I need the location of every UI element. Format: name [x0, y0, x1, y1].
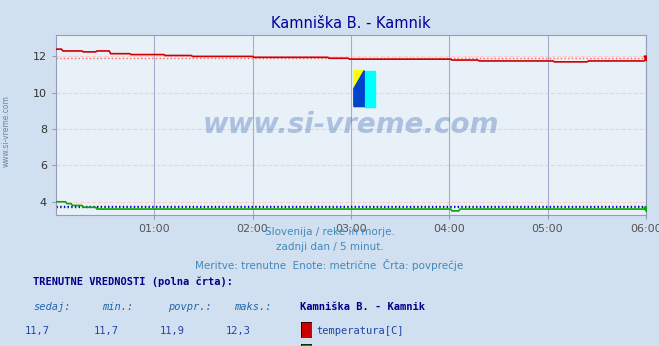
Text: 11,9: 11,9: [159, 326, 185, 336]
Text: 12,3: 12,3: [225, 326, 250, 336]
Polygon shape: [364, 71, 374, 107]
Text: 11,7: 11,7: [24, 326, 49, 336]
Polygon shape: [354, 89, 364, 107]
Text: povpr.:: povpr.:: [168, 302, 212, 312]
Text: Kamniška B. - Kamnik: Kamniška B. - Kamnik: [300, 302, 425, 312]
Text: temperatura[C]: temperatura[C]: [316, 326, 404, 336]
Title: Kamniška B. - Kamnik: Kamniška B. - Kamnik: [271, 16, 431, 31]
Text: Slovenija / reke in morje.
zadnji dan / 5 minut.
Meritve: trenutne  Enote: metri: Slovenija / reke in morje. zadnji dan / …: [195, 227, 464, 271]
Polygon shape: [354, 71, 364, 89]
Text: maks.:: maks.:: [234, 302, 272, 312]
Text: min.:: min.:: [102, 302, 133, 312]
Text: www.si-vreme.com: www.si-vreme.com: [203, 111, 499, 138]
Text: sedaj:: sedaj:: [33, 302, 71, 312]
Text: www.si-vreme.com: www.si-vreme.com: [2, 95, 11, 167]
Text: 11,7: 11,7: [94, 326, 119, 336]
Text: TRENUTNE VREDNOSTI (polna črta):: TRENUTNE VREDNOSTI (polna črta):: [33, 277, 233, 288]
Polygon shape: [354, 71, 364, 107]
